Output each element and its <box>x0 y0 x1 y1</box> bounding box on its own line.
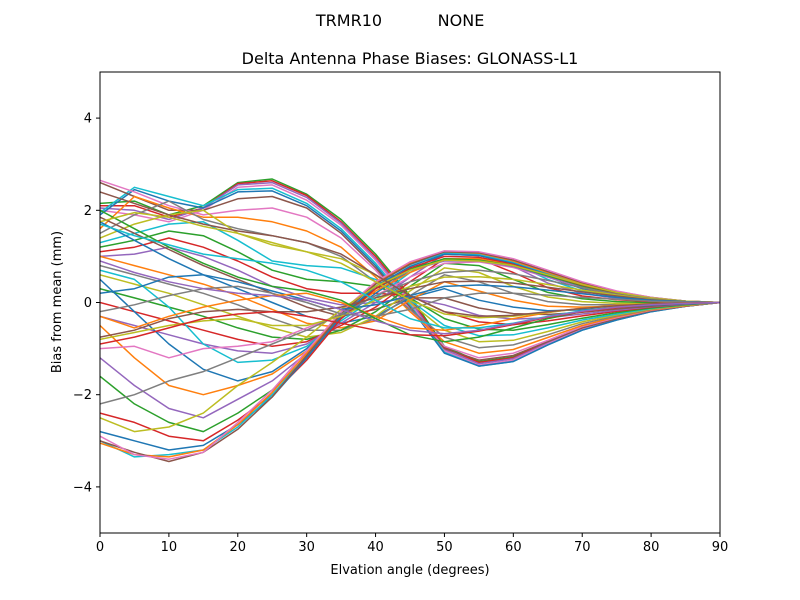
series-line-36 <box>100 259 720 433</box>
series-line-39 <box>100 280 720 338</box>
series-line-11 <box>100 209 720 343</box>
series-line-38 <box>100 275 720 341</box>
y-tick-label: 0 <box>84 296 92 311</box>
y-axis-label: Bias from mean (mm) <box>50 231 65 373</box>
x-tick-label: 60 <box>505 540 522 555</box>
x-tick-label: 70 <box>574 540 591 555</box>
x-tick-label: 40 <box>367 540 384 555</box>
x-axis-label: Elvation angle (degrees) <box>330 563 489 578</box>
y-tick-label: 4 <box>84 112 92 127</box>
series-line-46 <box>100 191 720 318</box>
series-line-48 <box>100 260 720 335</box>
y-tick-label: −2 <box>73 388 92 403</box>
x-tick-label: 20 <box>230 540 247 555</box>
x-tick-label: 90 <box>712 540 729 555</box>
y-axis: −4 −2 0 2 4 <box>73 112 100 495</box>
x-axis: 0 10 20 30 40 50 60 70 80 90 <box>96 533 728 555</box>
x-tick-label: 80 <box>643 540 660 555</box>
series-line-20 <box>100 267 720 338</box>
series-line-35 <box>100 250 720 460</box>
x-tick-label: 0 <box>96 540 104 555</box>
x-tick-label: 10 <box>161 540 178 555</box>
suptitle-station: TRMR10 <box>315 11 382 30</box>
y-tick-label: 2 <box>84 204 92 219</box>
x-tick-label: 50 <box>436 540 453 555</box>
series-line-37 <box>100 269 720 405</box>
suptitle-radome: NONE <box>438 11 485 30</box>
series-layer <box>100 178 720 463</box>
x-tick-label: 30 <box>298 540 315 555</box>
chart-title: Delta Antenna Phase Biases: GLONASS-L1 <box>242 49 579 68</box>
y-tick-label: −4 <box>73 480 92 495</box>
series-line-9 <box>100 195 720 354</box>
